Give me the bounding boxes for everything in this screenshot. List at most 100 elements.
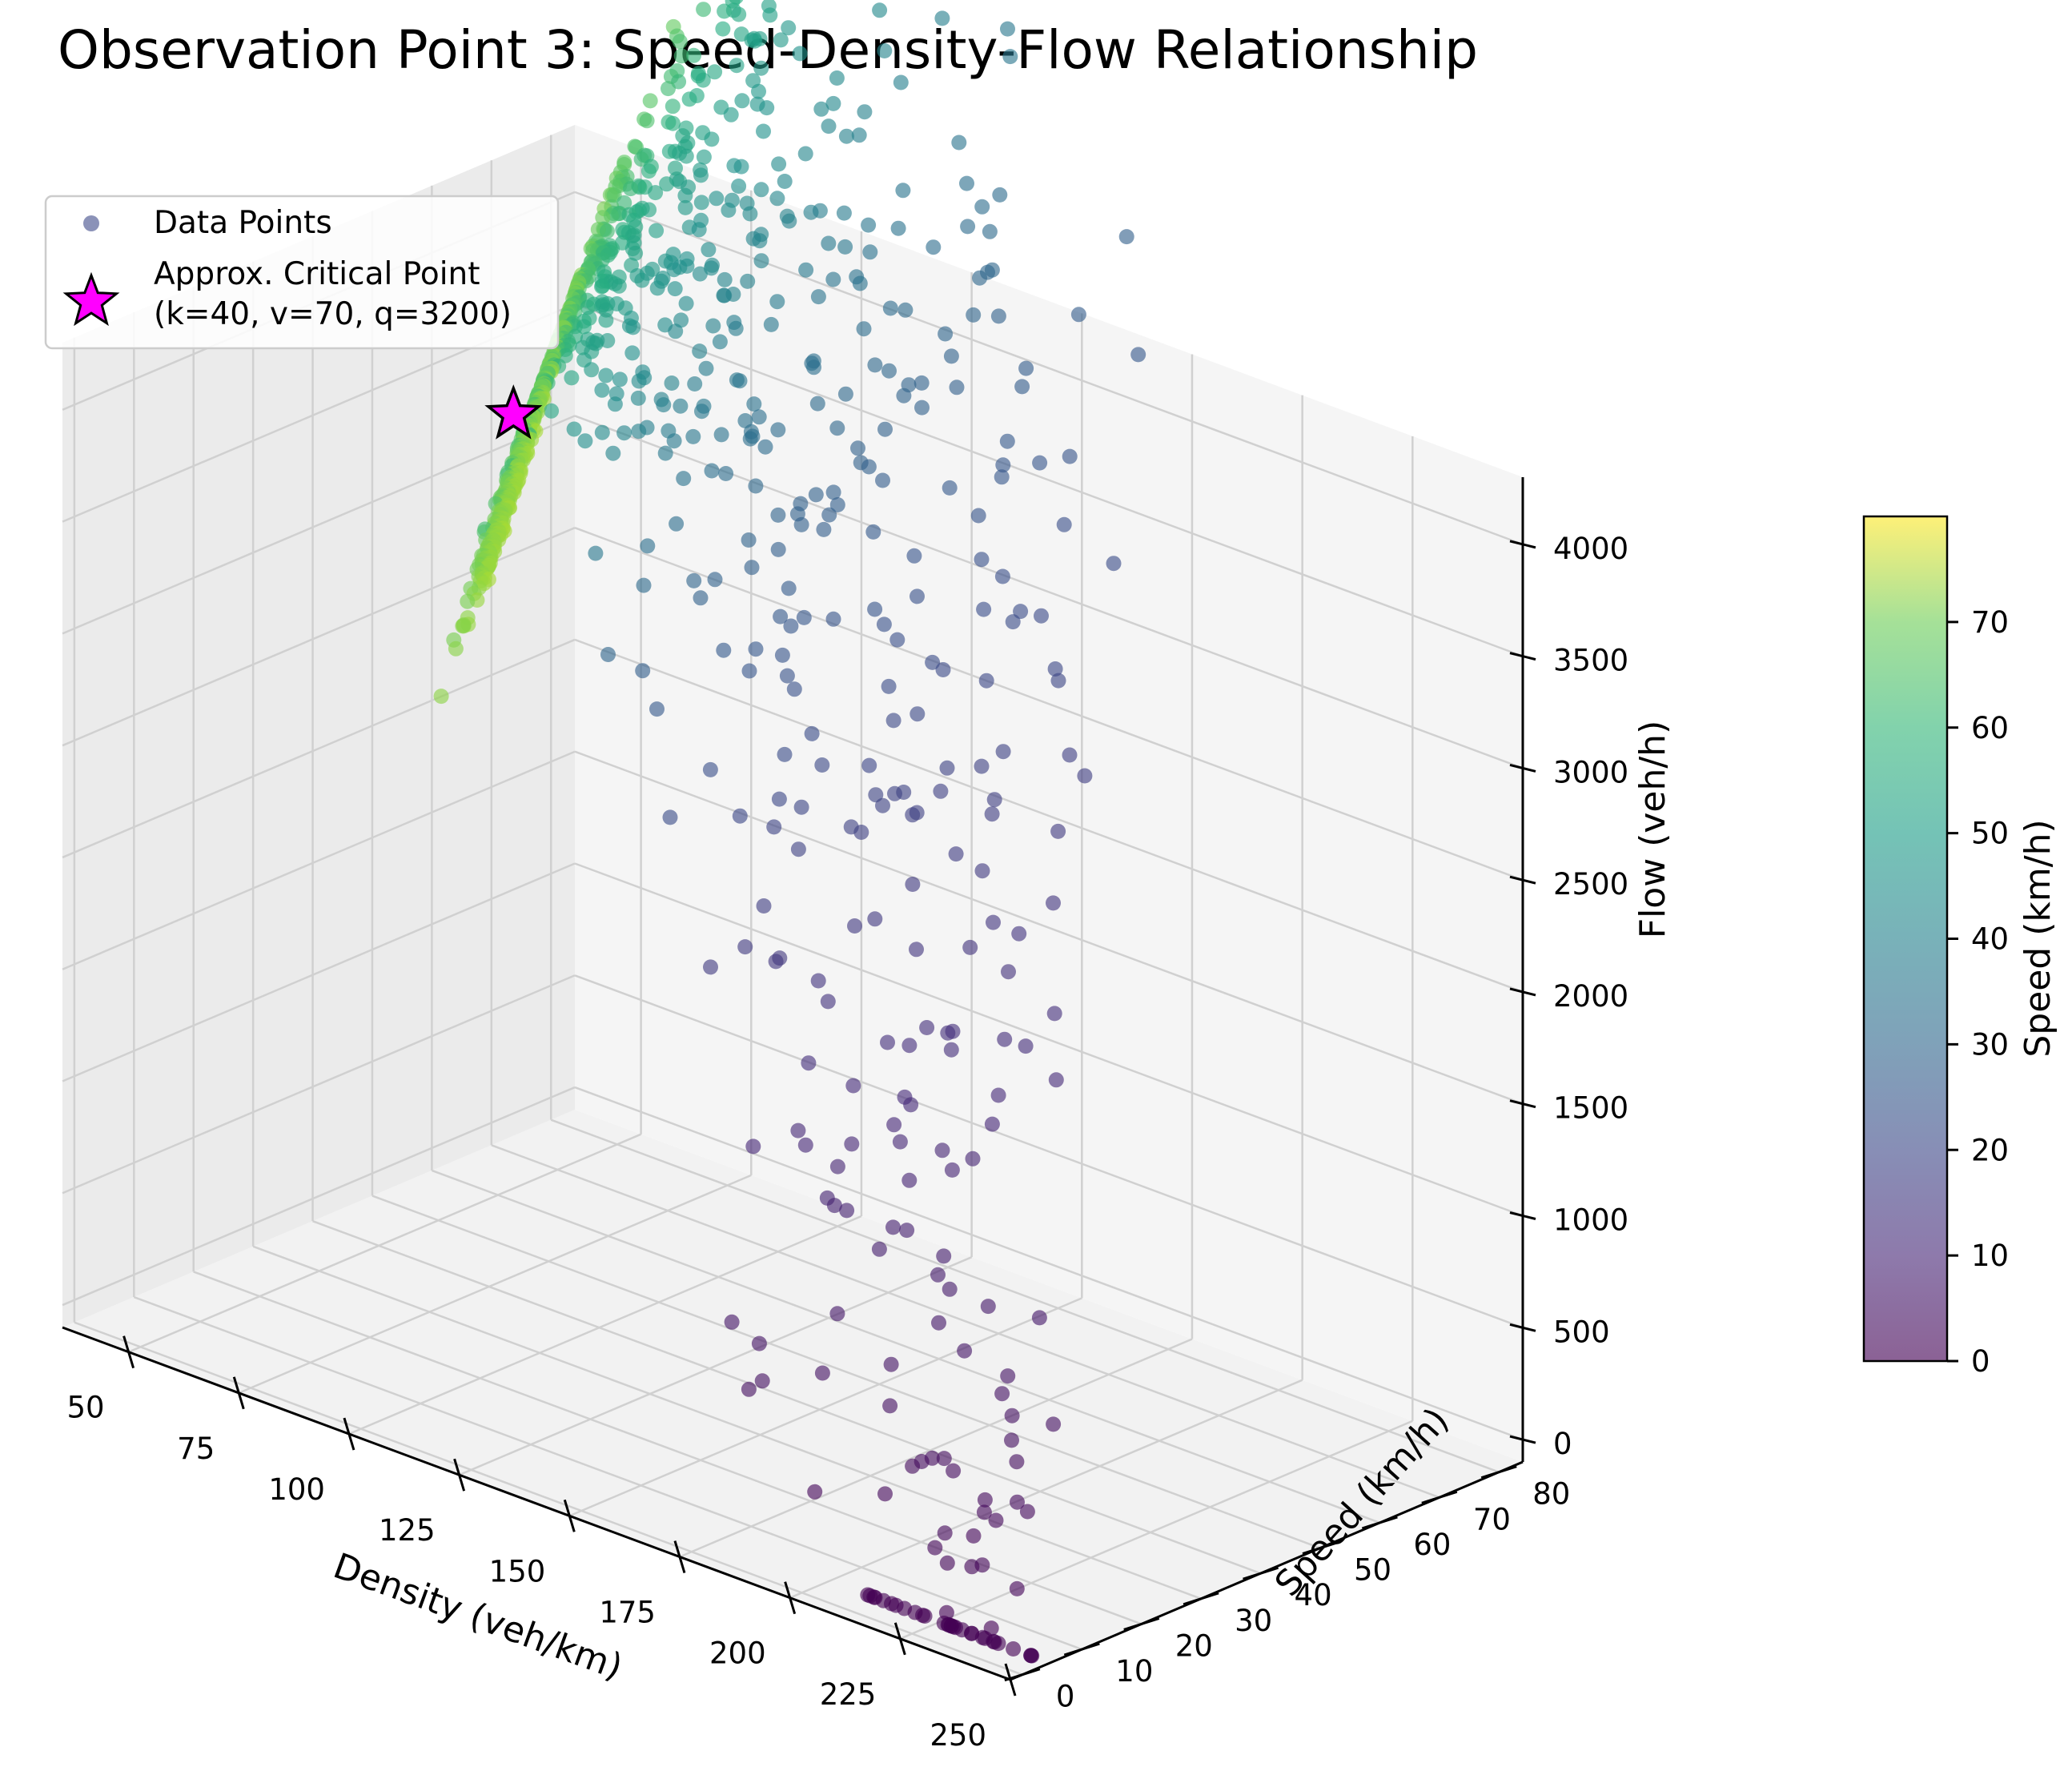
data-point [980, 1299, 996, 1315]
data-point [695, 72, 711, 88]
grid-y-floor [431, 1169, 1380, 1524]
data-point [977, 1492, 993, 1508]
data-point [737, 939, 753, 955]
data-point [825, 271, 841, 287]
data-point [1046, 895, 1061, 911]
data-point [872, 2, 888, 18]
data-point [790, 1122, 806, 1138]
z-tick [1509, 1323, 1536, 1332]
z-tick-label: 1500 [1553, 1091, 1628, 1126]
data-point [717, 271, 733, 287]
grid-z-left [62, 974, 576, 1195]
data-point [657, 445, 673, 461]
grid-y-floor [74, 1321, 1023, 1676]
x-tick-label: 225 [820, 1677, 877, 1712]
data-point [901, 1172, 918, 1188]
data-point [686, 47, 701, 63]
data-point [756, 898, 772, 914]
colorbar-ticks: 0 10 20 30 40 50 60 70 [1947, 605, 2009, 1379]
data-point [628, 245, 644, 261]
data-point [731, 6, 747, 22]
data-point [917, 1608, 933, 1624]
data-point [938, 326, 954, 342]
data-point [693, 590, 709, 606]
data-point [649, 280, 665, 296]
data-point [770, 422, 786, 438]
x-tick-label: 250 [930, 1718, 986, 1753]
data-point [709, 191, 725, 207]
grid-z-back [574, 1086, 1524, 1441]
data-point [742, 431, 758, 447]
data-point [1118, 229, 1134, 245]
data-point [786, 681, 802, 697]
y-tick-label: 70 [1473, 1502, 1511, 1536]
data-point [825, 611, 841, 627]
critical-point-series [484, 384, 543, 440]
z-tick [1509, 1435, 1536, 1444]
data-point [986, 792, 1002, 808]
data-point [893, 74, 909, 90]
data-point [616, 425, 632, 441]
data-point [635, 663, 651, 679]
data-point [696, 2, 712, 18]
data-point [829, 70, 845, 86]
data-point [1046, 1006, 1062, 1022]
data-point [867, 601, 883, 617]
data-point [595, 210, 611, 226]
data-point [984, 806, 1000, 822]
data-point [926, 239, 942, 255]
y-tick [1183, 1592, 1219, 1606]
data-point [942, 480, 958, 496]
data-point [999, 433, 1015, 449]
x-tick [1004, 1663, 1017, 1697]
data-point [798, 262, 814, 278]
data-point [951, 135, 967, 151]
data-point [1077, 768, 1093, 784]
data-point [677, 199, 693, 215]
x-tick [893, 1622, 906, 1656]
data-point [741, 1381, 757, 1397]
data-point [901, 1038, 918, 1054]
data-point [669, 516, 685, 532]
data-point [876, 616, 892, 632]
data-point [783, 618, 799, 634]
data-point [611, 278, 627, 294]
data-point [892, 1134, 908, 1150]
z-tick-label: 3000 [1553, 755, 1628, 789]
data-point [1106, 556, 1122, 572]
data-point [594, 382, 610, 398]
x-tick-label: 125 [379, 1513, 436, 1548]
data-point [836, 205, 852, 221]
data-point [844, 1136, 860, 1152]
y-tick [1004, 1668, 1041, 1682]
data-point [713, 427, 729, 443]
data-point [636, 577, 652, 593]
data-point [847, 918, 862, 934]
data-point [702, 761, 718, 777]
data-point [631, 373, 647, 389]
data-point [741, 663, 757, 679]
grid-x-floor [789, 1379, 1303, 1599]
data-points-series [433, 0, 1146, 1664]
data-point [959, 175, 974, 191]
data-point [721, 203, 737, 218]
grid-z-left [62, 750, 576, 970]
data-point [757, 439, 773, 455]
data-point [997, 1031, 1013, 1047]
data-point [797, 1137, 813, 1153]
data-point [681, 91, 697, 107]
data-point [751, 1335, 767, 1351]
data-point [936, 1451, 952, 1467]
grid-z-back [574, 191, 1524, 546]
grid-x-floor [238, 1174, 752, 1395]
x-tick [453, 1458, 466, 1492]
data-point [732, 808, 748, 824]
data-point [751, 409, 767, 425]
data-point [974, 863, 990, 879]
data-point [990, 1636, 1006, 1652]
colorbar-tick-label: 30 [1971, 1027, 2009, 1062]
x-axis-label: Density (veh/km) [328, 1545, 628, 1688]
data-point [1019, 1504, 1035, 1520]
data-point [880, 1034, 895, 1050]
